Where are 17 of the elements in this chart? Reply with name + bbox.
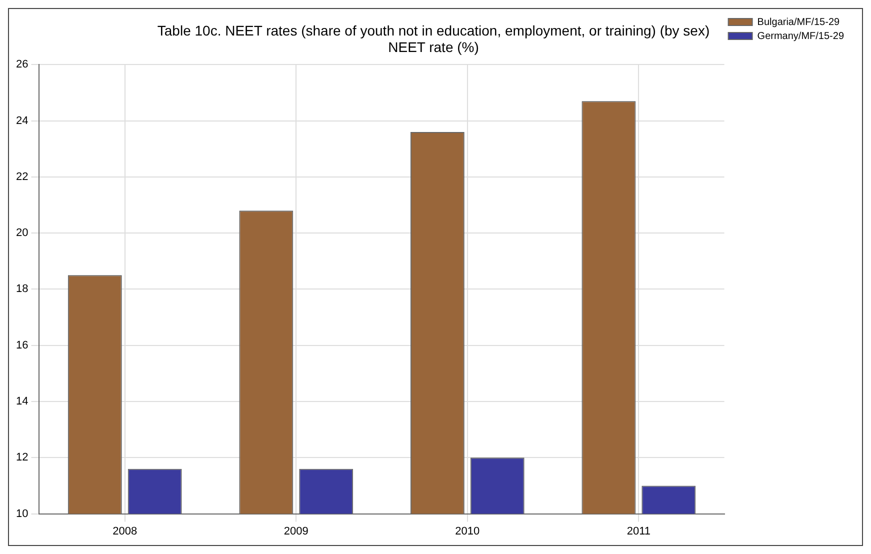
chart-subtitle: NEET rate (%) [388,39,479,56]
y-tick-label: 22 [16,170,28,183]
x-tick-label: 2010 [455,525,480,538]
y-tick-label: 24 [16,114,28,127]
chart-title: Table 10c. NEET rates (share of youth not in education, employment, or training) (by sex) [157,22,710,38]
y-tick-label: 14 [16,396,28,408]
y-tick-label: 10 [16,508,28,520]
y-tick-label: 20 [16,227,28,240]
y-tick-label: 16 [16,339,28,352]
x-tick-label: 2011 [626,525,650,538]
legend-label: Germany/MF/15-29 [757,30,844,42]
x-tick-label: 2008 [112,525,138,538]
y-tick-label: 18 [16,283,28,296]
legend-label: Bulgaria/MF/15-29 [757,16,840,28]
y-tick-label: 26 [16,58,28,71]
x-tick-label: 2009 [284,525,308,538]
y-tick-label: 12 [16,452,28,464]
